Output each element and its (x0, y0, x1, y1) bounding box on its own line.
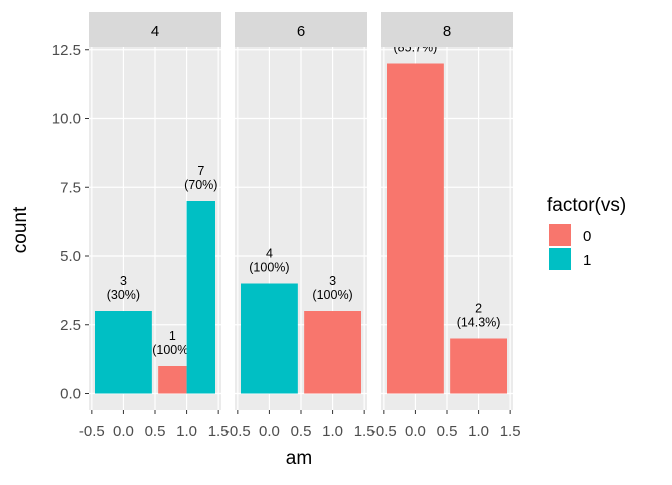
y-tick-label: 7.5 (60, 179, 81, 196)
x-tick-label: -0.5 (225, 423, 251, 440)
bar (450, 338, 507, 394)
bar (186, 201, 215, 394)
panel-marks: 12(85.7%)2(14.3%) (387, 41, 507, 394)
y-tick-label: 10.0 (52, 111, 81, 128)
strip (89, 12, 221, 47)
bar (304, 311, 361, 394)
legend-key (549, 248, 571, 270)
bar (241, 283, 298, 394)
legend-label: 0 (583, 228, 591, 245)
value-label: 7 (197, 164, 204, 178)
panel-marks: 4(100%)3(100%) (241, 247, 361, 394)
x-tick-label: -0.5 (79, 423, 105, 440)
x-tick-label: 0.5 (437, 423, 458, 440)
x-tick-label: 1.0 (468, 423, 489, 440)
percent-label: (100%) (152, 343, 192, 357)
legend-title: factor(vs) (547, 195, 626, 216)
x-tick-label: 1.0 (176, 423, 197, 440)
strip-label: 8 (443, 23, 451, 40)
panel-marks: 3(30%) 1(100%) 7(70%) (95, 164, 217, 394)
bar (95, 311, 152, 394)
x-tick-label: 1.5 (500, 423, 521, 440)
legend-key (549, 224, 571, 246)
value-label: 2 (475, 302, 482, 316)
y-tick-label: 0.0 (60, 386, 81, 403)
x-tick-label: 0.0 (259, 423, 280, 440)
value-label: 3 (120, 274, 127, 288)
x-tick-label: 0.0 (113, 423, 134, 440)
y-axis-title: count (10, 206, 31, 253)
strip-label: 6 (297, 23, 305, 40)
y-tick-label: 5.0 (60, 248, 81, 265)
bar (158, 366, 187, 394)
strip (381, 12, 513, 47)
x-axis-title: am (286, 448, 312, 469)
x-tick-label: 1.0 (322, 423, 343, 440)
x-tick-label: 0.5 (145, 423, 166, 440)
percent-label: (100%) (312, 288, 352, 302)
y-tick-label: 2.5 (60, 317, 81, 334)
strip-label: 4 (151, 23, 159, 40)
percent-label: (100%) (249, 261, 289, 275)
x-tick-label: 0.5 (291, 423, 312, 440)
percent-label: (30%) (107, 288, 140, 302)
percent-label: (85.7%) (394, 41, 438, 55)
y-tick-label: 12.5 (52, 42, 81, 59)
percent-label: (70%) (184, 178, 217, 192)
value-label: 3 (329, 274, 336, 288)
x-tick-label: 1.5 (208, 423, 229, 440)
x-tick-label: -0.5 (371, 423, 397, 440)
x-tick-label: 0.0 (405, 423, 426, 440)
percent-label: (14.3%) (457, 316, 501, 330)
value-label: 4 (266, 247, 273, 261)
strip (235, 12, 367, 47)
x-tick-label: 1.5 (354, 423, 375, 440)
legend-label: 1 (583, 252, 591, 269)
bar (387, 63, 444, 394)
value-label: 1 (169, 329, 176, 343)
